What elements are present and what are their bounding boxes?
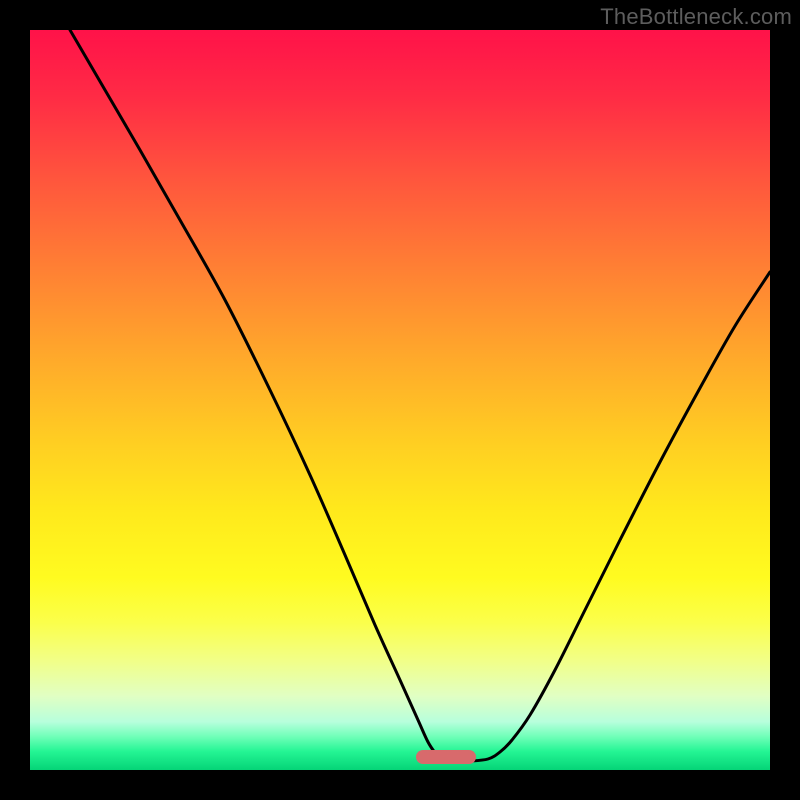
bottleneck-chart [0, 0, 800, 800]
chart-frame: TheBottleneck.com [0, 0, 800, 800]
watermark-text: TheBottleneck.com [600, 4, 792, 30]
gradient-background [30, 30, 770, 770]
optimal-marker [416, 750, 476, 764]
